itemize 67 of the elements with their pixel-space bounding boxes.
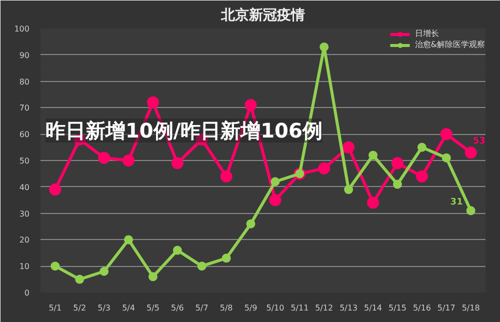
- point: [442, 153, 451, 162]
- point: [270, 177, 280, 186]
- point: [146, 96, 159, 108]
- x-tick-label: 5/9: [244, 304, 258, 312]
- x-tick-label: 5/15: [388, 304, 406, 312]
- x-tick-label: 5/2: [73, 304, 86, 312]
- point: [244, 99, 257, 112]
- x-tick-label: 5/4: [122, 304, 135, 312]
- point: [440, 128, 452, 140]
- legend-label: 治愈&解除医学观察: [414, 39, 485, 50]
- chart-title: 北京新冠疫情: [220, 6, 305, 24]
- data-label: 31: [450, 198, 463, 208]
- y-tick-label: 70: [19, 104, 30, 113]
- point: [75, 274, 84, 284]
- point: [392, 180, 402, 189]
- point: [464, 146, 477, 159]
- annotation: 昨日新增10例/昨日新增106例: [46, 118, 322, 142]
- x-tick-label: 5/6: [170, 304, 184, 312]
- x-tick-label: 5/3: [98, 304, 111, 312]
- point: [367, 196, 380, 209]
- point: [320, 42, 329, 52]
- y-tick-label: 80: [19, 77, 30, 86]
- point: [246, 219, 256, 228]
- point: [417, 142, 426, 152]
- y-tick-label: 90: [19, 50, 30, 60]
- point: [344, 185, 354, 194]
- point: [124, 235, 134, 244]
- point: [368, 150, 378, 160]
- x-tick-label: 5/18: [462, 304, 480, 312]
- point: [269, 194, 282, 206]
- point: [148, 272, 158, 282]
- x-tick-label: 5/10: [266, 304, 284, 312]
- point: [171, 157, 184, 170]
- point: [391, 157, 404, 170]
- x-tick-label: 5/7: [195, 304, 208, 312]
- point: [466, 206, 476, 216]
- x-tick-label: 5/8: [220, 304, 233, 312]
- point: [416, 170, 428, 182]
- y-tick-label: 10: [19, 262, 30, 272]
- point: [222, 254, 231, 263]
- legend-label: 日增长: [414, 28, 439, 39]
- x-tick-label: 5/14: [364, 304, 382, 312]
- y-tick-label: 20: [19, 236, 30, 245]
- x-tick-label: 5/16: [412, 304, 431, 312]
- y-tick-label: 50: [19, 156, 30, 166]
- point: [197, 262, 206, 271]
- y-tick-label: 100: [14, 24, 30, 34]
- point: [50, 262, 60, 271]
- x-tick-label: 5/17: [437, 304, 456, 312]
- y-tick-label: 60: [19, 130, 30, 140]
- x-tick-label: 5/1: [48, 304, 62, 312]
- x-tick-label: 5/13: [340, 304, 358, 312]
- x-tick-label: 5/12: [315, 304, 334, 312]
- point: [342, 141, 355, 154]
- point: [318, 162, 330, 174]
- point: [122, 154, 135, 166]
- y-tick-label: 30: [19, 209, 30, 218]
- x-tick-label: 5/11: [290, 304, 309, 312]
- point: [100, 266, 109, 276]
- point: [220, 170, 232, 182]
- point: [172, 246, 182, 255]
- x-tick-label: 5/5: [146, 304, 160, 312]
- point: [98, 152, 110, 164]
- point: [49, 184, 62, 196]
- data-label: 53: [472, 136, 486, 147]
- y-tick-label: 0: [24, 288, 30, 298]
- y-tick-label: 40: [19, 182, 30, 192]
